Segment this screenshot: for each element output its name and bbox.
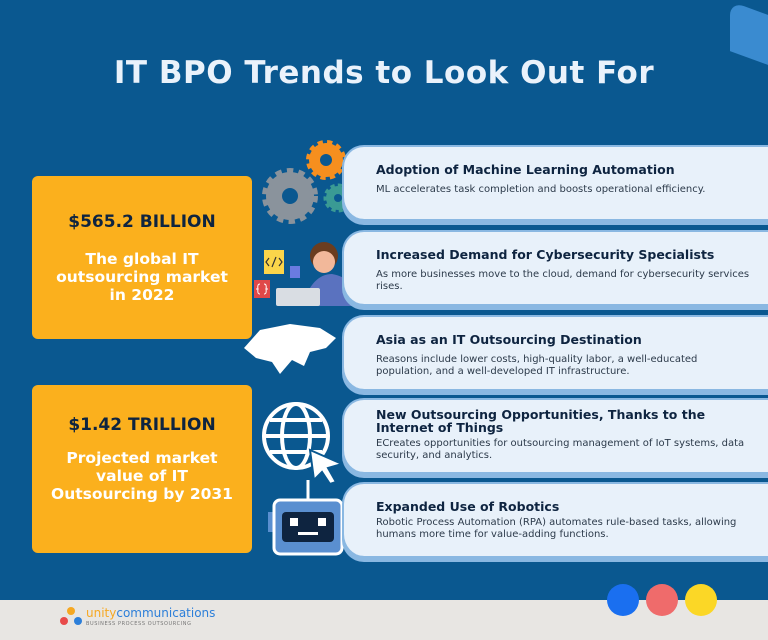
brand-text: unity communications BUSINESS PROCESS OUT… (86, 606, 215, 628)
stat-label: The global IT outsourcing market in 2022 (56, 250, 228, 304)
trend-card-iot: New Outsourcing Opportunities, Thanks to… (342, 398, 768, 472)
trend-heading: Expanded Use of Robotics (376, 499, 560, 514)
yellow-dot (685, 584, 717, 616)
stat-label: Projected market value of IT Outsourcing… (51, 449, 233, 503)
trend-heading: Increased Demand for Cybersecurity Speci… (376, 247, 715, 262)
trend-card-ml: Adoption of Machine Learning Automation … (342, 145, 768, 219)
stat-card-2022: $565.2 BILLION The global IT outsourcing… (32, 176, 252, 339)
page-title: IT BPO Trends to Look Out For (113, 55, 655, 91)
trend-card-asia: Asia as an IT Outsourcing Destination Re… (342, 315, 768, 389)
brand-tagline: BUSINESS PROCESS OUTSOURCING (86, 621, 192, 627)
trend-heading: New Outsourcing Opportunities, Thanks to… (376, 407, 706, 435)
trend-text: Robotic Process Automation (RPA) automat… (376, 517, 737, 540)
brand-logo: unity communications BUSINESS PROCESS OUT… (60, 606, 215, 628)
brand-name: unity communications (86, 606, 215, 620)
trend-card-cybersecurity: Increased Demand for Cybersecurity Speci… (342, 230, 768, 304)
trend-heading: Adoption of Machine Learning Automation (376, 162, 675, 177)
blue-dot (607, 584, 639, 616)
red-dot (646, 584, 678, 616)
trend-card-robotics: Expanded Use of Robotics Robotic Process… (342, 482, 768, 556)
robot-icon (268, 480, 348, 556)
trend-text: ECreates opportunities for outsourcing m… (376, 438, 745, 461)
trend-text: Reasons include lower costs, high-qualit… (376, 354, 698, 377)
trend-text: As more businesses move to the cloud, de… (376, 269, 750, 292)
logo-people-icon (60, 607, 82, 625)
stat-value: $1.42 TRILLION (68, 415, 216, 435)
globe-cursor-icon (262, 402, 345, 486)
trend-text: ML accelerates task completion and boost… (376, 184, 706, 195)
brand-communications: communications (116, 606, 216, 620)
stat-card-2031: $1.42 TRILLION Projected market value of… (32, 385, 252, 553)
stat-value: $565.2 BILLION (68, 212, 216, 232)
asia-map-icon (244, 324, 336, 374)
brand-unity: unity (86, 606, 117, 620)
trend-heading: Asia as an IT Outsourcing Destination (376, 332, 642, 347)
footer (0, 600, 768, 640)
